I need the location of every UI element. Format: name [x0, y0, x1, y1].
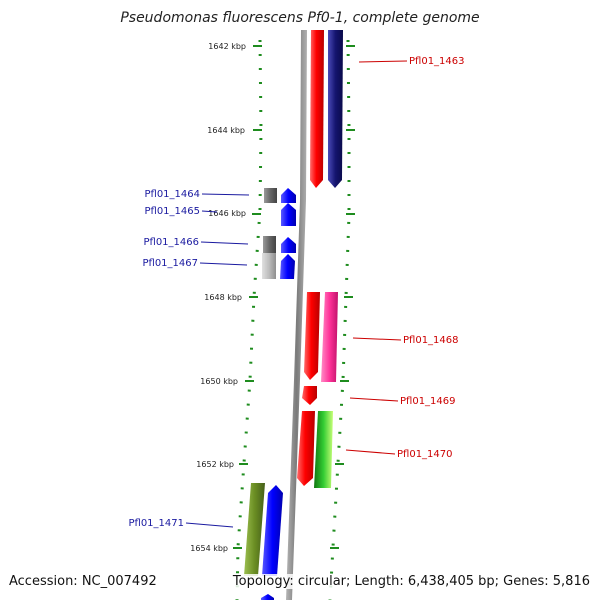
scale-major-ticks-left: [233, 45, 262, 549]
tick-label: 1654 kbp: [190, 544, 228, 553]
tick-label: 1648 kbp: [204, 293, 242, 302]
genome-backbone: [286, 30, 307, 600]
tick-label: 1652 kbp: [196, 460, 234, 469]
gene-label-pfl01-1471[interactable]: Pfl01_1471: [128, 518, 184, 529]
gene-pfl01-1468-pink[interactable]: [321, 292, 338, 382]
tick-label: 1650 kbp: [200, 377, 238, 386]
gene-label-pfl01-1467[interactable]: Pfl01_1467: [142, 258, 198, 269]
gene-label-pfl01-1468[interactable]: Pfl01_1468: [403, 335, 459, 346]
gene-label-pfl01-1465[interactable]: Pfl01_1465: [144, 206, 200, 217]
tick-label: 1646 kbp: [208, 209, 246, 218]
gene-label-pfl01-1466[interactable]: Pfl01_1466: [143, 237, 199, 248]
gene-pfl01-1467-blue[interactable]: [280, 254, 295, 279]
gene-pfl01-1468-red[interactable]: [304, 292, 320, 380]
leader-line-pfl01-1468: [352, 337, 402, 341]
gene-pfl01-1471-olive[interactable]: [244, 483, 265, 576]
leader-line-pfl01-1467: [199, 262, 248, 266]
gene-pfl01-1463-red[interactable]: [310, 30, 324, 188]
gene-pfl01-1469[interactable]: [302, 386, 317, 405]
gene-pfl01-1466-blue[interactable]: [281, 237, 296, 253]
gene-pfl01-1467-grey[interactable]: [262, 253, 276, 279]
leader-line-pfl01-1469: [349, 397, 399, 402]
leader-line-pfl01-1471: [185, 522, 234, 528]
minus-strand-genes: [244, 188, 296, 600]
gene-label-pfl01-1464[interactable]: Pfl01_1464: [144, 189, 200, 200]
label-leaders-left: [185, 193, 250, 528]
label-leaders-right: [345, 60, 408, 455]
gene-pfl01-1464-grey[interactable]: [264, 188, 277, 203]
leader-line-pfl01-1463: [358, 60, 408, 63]
genome-title: Pseudomonas fluorescens Pf0-1, complete …: [120, 10, 480, 26]
leader-line-pfl01-1465: [201, 210, 218, 213]
leader-line-pfl01-1470: [345, 449, 396, 455]
tick-label: 1642 kbp: [208, 42, 246, 51]
gene-labels-right: Pfl01_1463 Pfl01_1468 Pfl01_1469 Pfl01_1…: [397, 56, 465, 460]
gene-pfl01-1464-blue[interactable]: [281, 188, 296, 203]
gene-partial-bottom[interactable]: [261, 594, 274, 600]
gene-labels-left: Pfl01_1464 Pfl01_1465 Pfl01_1466 Pfl01_1…: [128, 189, 200, 529]
scale-tick-labels: 1642 kbp 1644 kbp 1646 kbp 1648 kbp 1650…: [190, 42, 246, 553]
leader-line-pfl01-1464: [201, 193, 250, 196]
gene-label-pfl01-1469[interactable]: Pfl01_1469: [400, 396, 456, 407]
leader-line-pfl01-1466: [200, 241, 249, 245]
genome-summary-text: Topology: circular; Length: 6,438,405 bp…: [232, 574, 590, 589]
plus-strand-genes: [297, 30, 343, 488]
gene-pfl01-1470-green[interactable]: [314, 411, 333, 488]
gene-pfl01-1463-navy[interactable]: [328, 30, 343, 188]
gene-pfl01-1471-blue[interactable]: [262, 485, 283, 576]
gene-label-pfl01-1463[interactable]: Pfl01_1463: [409, 56, 465, 67]
gene-pfl01-1465[interactable]: [281, 203, 296, 226]
gene-label-pfl01-1470[interactable]: Pfl01_1470: [397, 449, 453, 460]
gene-pfl01-1466-grey[interactable]: [263, 236, 276, 253]
scale-major-ticks-right: [330, 45, 355, 549]
tick-label: 1644 kbp: [207, 126, 245, 135]
accession-text: Accession: NC_007492: [9, 574, 157, 589]
gene-pfl01-1470-red[interactable]: [297, 411, 315, 486]
